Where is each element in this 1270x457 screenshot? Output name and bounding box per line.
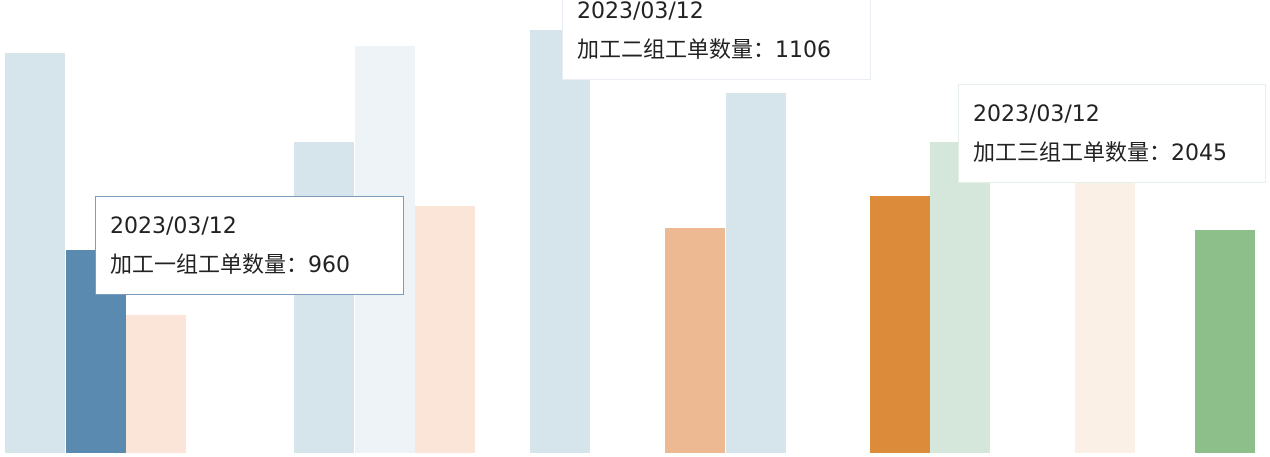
bar-9[interactable] (726, 93, 786, 453)
bar-1[interactable] (5, 52, 65, 453)
tooltip-group-3: 2023/03/12 加工三组工单数量：2045 (958, 84, 1266, 183)
tooltip-value: 加工二组工单数量：1106 (577, 38, 831, 63)
bar-12[interactable] (1075, 156, 1135, 453)
tooltip-group-2: 2023/03/12 加工二组工单数量：1106 (562, 0, 871, 80)
bar-6[interactable] (415, 206, 475, 453)
tooltip-date: 2023/03/12 (577, 0, 704, 24)
bar-13[interactable] (1195, 229, 1255, 453)
tooltip-value: 加工三组工单数量：2045 (973, 141, 1227, 166)
tooltip-date: 2023/03/12 (973, 102, 1100, 127)
bar-10[interactable] (870, 196, 930, 453)
bar-3[interactable] (126, 314, 186, 453)
bar-4[interactable] (294, 141, 354, 453)
tooltip-group-1: 2023/03/12 加工一组工单数量：960 (95, 196, 404, 295)
tooltip-value: 加工一组工单数量：960 (110, 253, 350, 278)
bar-11[interactable] (930, 141, 990, 453)
tooltip-date: 2023/03/12 (110, 214, 237, 239)
bar-7[interactable] (530, 30, 590, 453)
bar-8[interactable] (665, 228, 725, 453)
